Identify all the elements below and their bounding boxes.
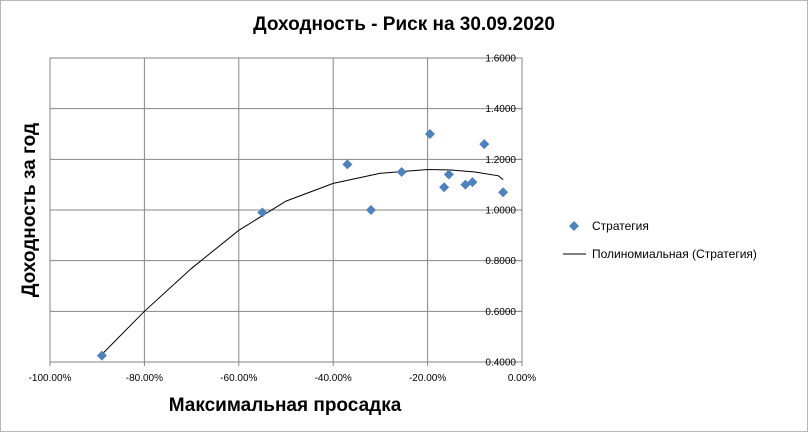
legend-label-strategy: Стратегия bbox=[592, 219, 649, 233]
x-tick-label: 0.00% bbox=[508, 373, 536, 384]
y-tick-label: 1.2000 bbox=[485, 155, 516, 166]
data-point-marker bbox=[96, 350, 107, 361]
x-axis-label: Максимальная просадка bbox=[168, 395, 402, 416]
data-point-marker bbox=[443, 169, 454, 180]
x-tick-label: -20.00% bbox=[409, 373, 446, 384]
data-point-marker bbox=[498, 187, 509, 198]
data-point-marker bbox=[424, 129, 435, 139]
y-tick-label: 0.8000 bbox=[485, 256, 516, 267]
x-tick-label: -80.00% bbox=[126, 373, 163, 384]
data-point-marker bbox=[365, 205, 376, 215]
y-tick-label: 1.6000 bbox=[485, 54, 516, 65]
legend-label-trend: Полиномиальная (Стратегия) bbox=[592, 247, 757, 261]
x-tick-label: -60.00% bbox=[220, 373, 257, 384]
legend-marker-strategy bbox=[569, 221, 579, 231]
x-tick-label: -40.00% bbox=[315, 373, 352, 384]
data-point-marker bbox=[342, 159, 353, 170]
data-point-marker bbox=[439, 182, 450, 193]
data-point-marker bbox=[467, 177, 478, 188]
y-tick-label: 0.6000 bbox=[485, 307, 516, 318]
trendline-path bbox=[101, 168, 504, 355]
y-tick-label: 0.4000 bbox=[485, 358, 516, 369]
x-tick-label: -100.00% bbox=[29, 373, 72, 384]
y-tick-label: 1.0000 bbox=[485, 206, 516, 217]
data-point-marker bbox=[257, 207, 268, 218]
chart-title: Доходность - Риск на 30.09.2020 bbox=[253, 14, 555, 35]
data-point-marker bbox=[396, 167, 407, 177]
y-tick-label: 1.4000 bbox=[485, 104, 516, 115]
data-point-marker bbox=[479, 139, 490, 150]
